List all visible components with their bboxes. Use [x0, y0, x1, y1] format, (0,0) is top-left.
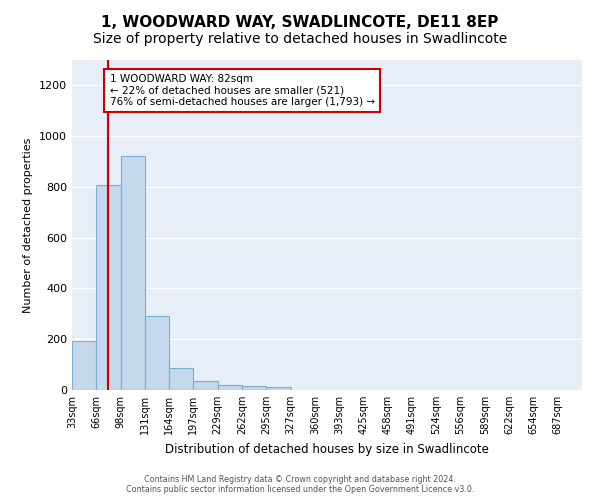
Text: Size of property relative to detached houses in Swadlincote: Size of property relative to detached ho… [93, 32, 507, 46]
Bar [242, 386, 266, 390]
Y-axis label: Number of detached properties: Number of detached properties [23, 138, 34, 312]
Bar [169, 368, 193, 390]
Bar [218, 386, 242, 390]
Bar [96, 185, 121, 390]
Bar [266, 387, 290, 390]
Bar [145, 316, 169, 390]
Text: Contains HM Land Registry data © Crown copyright and database right 2024.
Contai: Contains HM Land Registry data © Crown c… [126, 474, 474, 494]
Text: 1, WOODWARD WAY, SWADLINCOTE, DE11 8EP: 1, WOODWARD WAY, SWADLINCOTE, DE11 8EP [101, 15, 499, 30]
X-axis label: Distribution of detached houses by size in Swadlincote: Distribution of detached houses by size … [165, 442, 489, 456]
Text: 1 WOODWARD WAY: 82sqm
← 22% of detached houses are smaller (521)
76% of semi-det: 1 WOODWARD WAY: 82sqm ← 22% of detached … [110, 74, 374, 107]
Bar [193, 381, 218, 390]
Bar [121, 156, 145, 390]
Bar [72, 341, 96, 390]
